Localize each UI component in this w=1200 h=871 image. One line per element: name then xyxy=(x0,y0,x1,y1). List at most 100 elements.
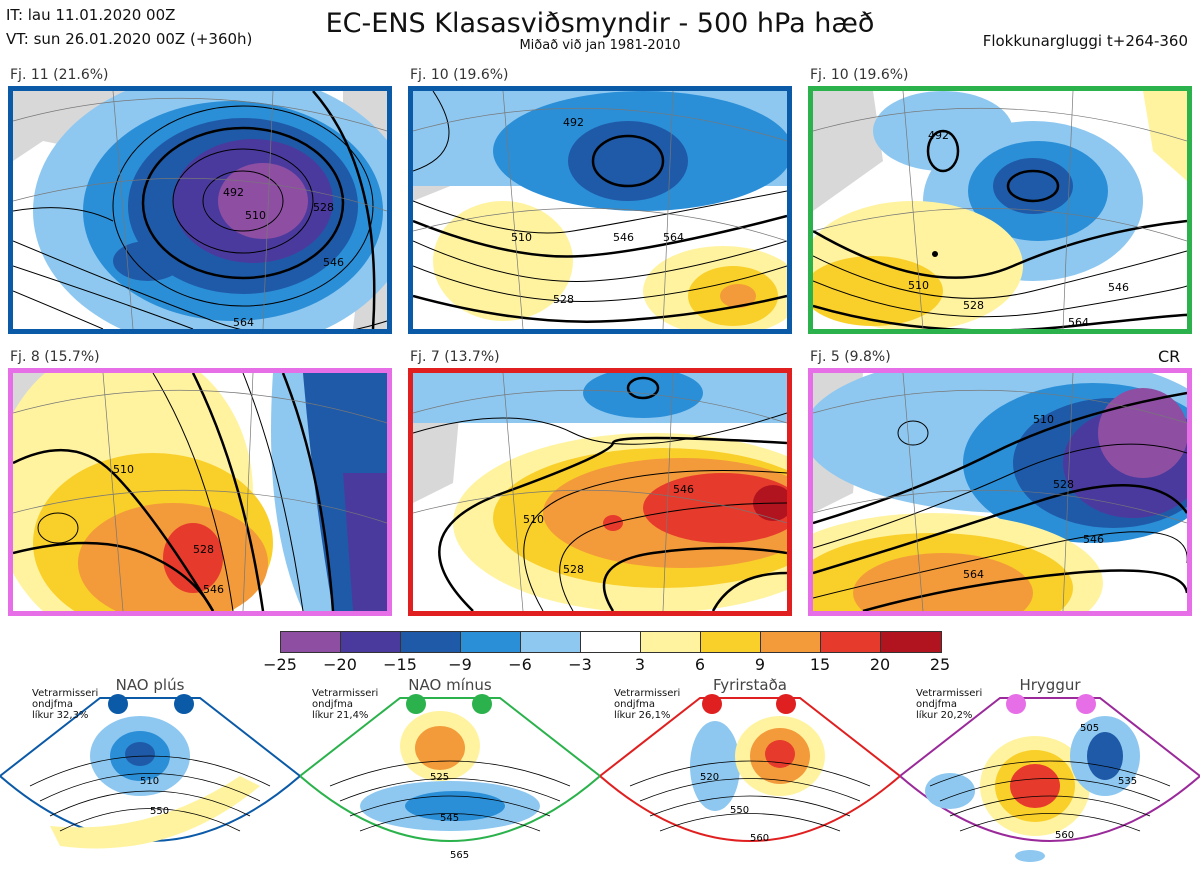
cluster-map-2-field: 492 510 528 546 564 xyxy=(413,91,787,329)
regime-info: Vetrarmisseri ondjfma líkur 32,3% xyxy=(32,688,98,721)
regime-dot xyxy=(776,694,796,714)
regime-map: 525 545 565 xyxy=(300,697,600,861)
panel-label: Fj. 5 (9.8%) xyxy=(810,349,891,365)
colorbar-swatch xyxy=(341,632,401,652)
regime-dot xyxy=(108,694,128,714)
contour-label: 492 xyxy=(928,129,949,142)
regime-ridge: 505 535 560 Hryggur Vetrarmisseri ondjfma … xyxy=(900,676,1200,871)
contour-label: 564 xyxy=(663,231,684,244)
cluster-map-6: 510 528 546 564 xyxy=(808,368,1192,616)
contour-label: 546 xyxy=(1083,533,1104,546)
contour-label: 560 xyxy=(750,833,769,844)
regime-info-line: Vetrarmisseri xyxy=(32,688,99,699)
regime-info-line: líkur 21,4% xyxy=(312,710,369,721)
regime-info: Vetrarmisseri ondjfma líkur 20,2% xyxy=(916,688,982,721)
colorbar-tick-label: 15 xyxy=(809,655,831,674)
colorbar-tick-label: 20 xyxy=(869,655,891,674)
cr-tag: CR xyxy=(1158,347,1181,366)
contour-label: 550 xyxy=(150,806,169,817)
colorbar-tick-label: −3 xyxy=(568,655,592,674)
init-time: IT: lau 11.01.2020 00Z xyxy=(6,6,176,24)
contour-label: 545 xyxy=(440,813,459,824)
regime-info: Vetrarmisseri ondjfma líkur 26,1% xyxy=(614,688,680,721)
contour-label: 564 xyxy=(233,316,254,329)
regime-info-line: Vetrarmisseri xyxy=(916,688,983,699)
contour-label: 546 xyxy=(613,231,634,244)
colorbar-swatch xyxy=(701,632,761,652)
cluster-map-6-field: 510 528 546 564 xyxy=(813,373,1187,611)
panel-label: Fj. 10 (19.6%) xyxy=(410,67,509,83)
colorbar-swatch xyxy=(761,632,821,652)
cluster-map-3-field: 492 510 528 546 564 xyxy=(813,91,1187,329)
contour-label: 528 xyxy=(963,299,984,312)
colorbar-swatch xyxy=(581,632,641,652)
regime-info-line: ondjfma xyxy=(916,699,957,710)
cluster-map-1: 492 510 528 546 564 xyxy=(8,86,392,334)
anomaly-colorbar xyxy=(280,631,942,653)
colorbar-tick-label: 25 xyxy=(929,655,951,674)
page-subtitle: Miðað við jan 1981-2010 xyxy=(519,38,681,53)
cluster-map-3: 492 510 528 546 564 xyxy=(808,86,1192,334)
regime-info-line: líkur 32,3% xyxy=(32,710,89,721)
contour-label: 510 xyxy=(140,776,159,787)
contour-label: 510 xyxy=(245,209,266,222)
colorbar-swatch xyxy=(401,632,461,652)
cluster-map-2: 492 510 528 546 564 xyxy=(408,86,792,334)
regime-name: NAO plús xyxy=(115,676,185,694)
cluster-map-4: 510 528 546 xyxy=(8,368,392,616)
regime-info-line: líkur 26,1% xyxy=(614,710,671,721)
colorbar-tick-label: −15 xyxy=(383,655,417,674)
regime-blocking: 520 550 560 Fyrirstaða Vetrarmisseri ondjf… xyxy=(600,676,900,871)
contour-label: 565 xyxy=(450,850,469,861)
contour-label: 492 xyxy=(223,186,244,199)
colorbar-swatch xyxy=(641,632,701,652)
regime-name: Fyrirstaða xyxy=(713,676,787,694)
cluster-map-4-field: 510 528 546 xyxy=(13,373,387,611)
regime-dot xyxy=(1006,694,1026,714)
classification-window: Flokkunargluggi t+264-360 xyxy=(982,32,1188,50)
contour-label: 510 xyxy=(908,279,929,292)
regime-dot xyxy=(1076,694,1096,714)
colorbar-swatch xyxy=(881,632,941,652)
colorbar-swatch xyxy=(521,632,581,652)
colorbar-tick-label: 9 xyxy=(754,655,766,674)
regime-info: Vetrarmisseri ondjfma líkur 21,4% xyxy=(312,688,378,721)
regime-dot xyxy=(702,694,722,714)
contour-label: 528 xyxy=(563,563,584,576)
colorbar-swatch xyxy=(281,632,341,652)
panel-label: Fj. 10 (19.6%) xyxy=(810,67,909,83)
regime-info-line: ondjfma xyxy=(312,699,353,710)
contour-label: 528 xyxy=(553,293,574,306)
colorbar-tick-label: 6 xyxy=(694,655,706,674)
colorbar-swatch xyxy=(461,632,521,652)
cluster-map-5: 510 528 546 xyxy=(408,368,792,616)
contour-label: 492 xyxy=(563,116,584,129)
panel-label: Fj. 11 (21.6%) xyxy=(10,67,109,83)
regime-dot xyxy=(472,694,492,714)
regime-info-line: Vetrarmisseri xyxy=(614,688,681,699)
panel-label: Fj. 8 (15.7%) xyxy=(10,349,100,365)
regime-map: 520 550 560 xyxy=(600,697,900,844)
colorbar-tick-label: −6 xyxy=(508,655,532,674)
regime-info-line: ondjfma xyxy=(32,699,73,710)
contour-label: 546 xyxy=(203,583,224,596)
regime-info-line: ondjfma xyxy=(614,699,655,710)
contour-label: 535 xyxy=(1118,776,1137,787)
contour-label: 546 xyxy=(1108,281,1129,294)
contour-label: 560 xyxy=(1055,830,1074,841)
valid-time: VT: sun 26.01.2020 00Z (+360h) xyxy=(6,30,253,48)
contour-label: 510 xyxy=(523,513,544,526)
colorbar-tick-label: −9 xyxy=(448,655,472,674)
colorbar-tick-label: −25 xyxy=(263,655,297,674)
regime-map: 505 535 560 xyxy=(900,697,1200,862)
contour-label: 564 xyxy=(1068,316,1089,329)
panel-label: Fj. 7 (13.7%) xyxy=(410,349,500,365)
regime-nao-plus: 510 550 NAO plús Vetrarmisseri ondjfma lí… xyxy=(0,676,300,871)
contour-label: 528 xyxy=(1053,478,1074,491)
regime-dot xyxy=(174,694,194,714)
contour-label: 546 xyxy=(323,256,344,269)
contour-label: 510 xyxy=(1033,413,1054,426)
contour-label: 550 xyxy=(730,805,749,816)
contour-label: 546 xyxy=(673,483,694,496)
